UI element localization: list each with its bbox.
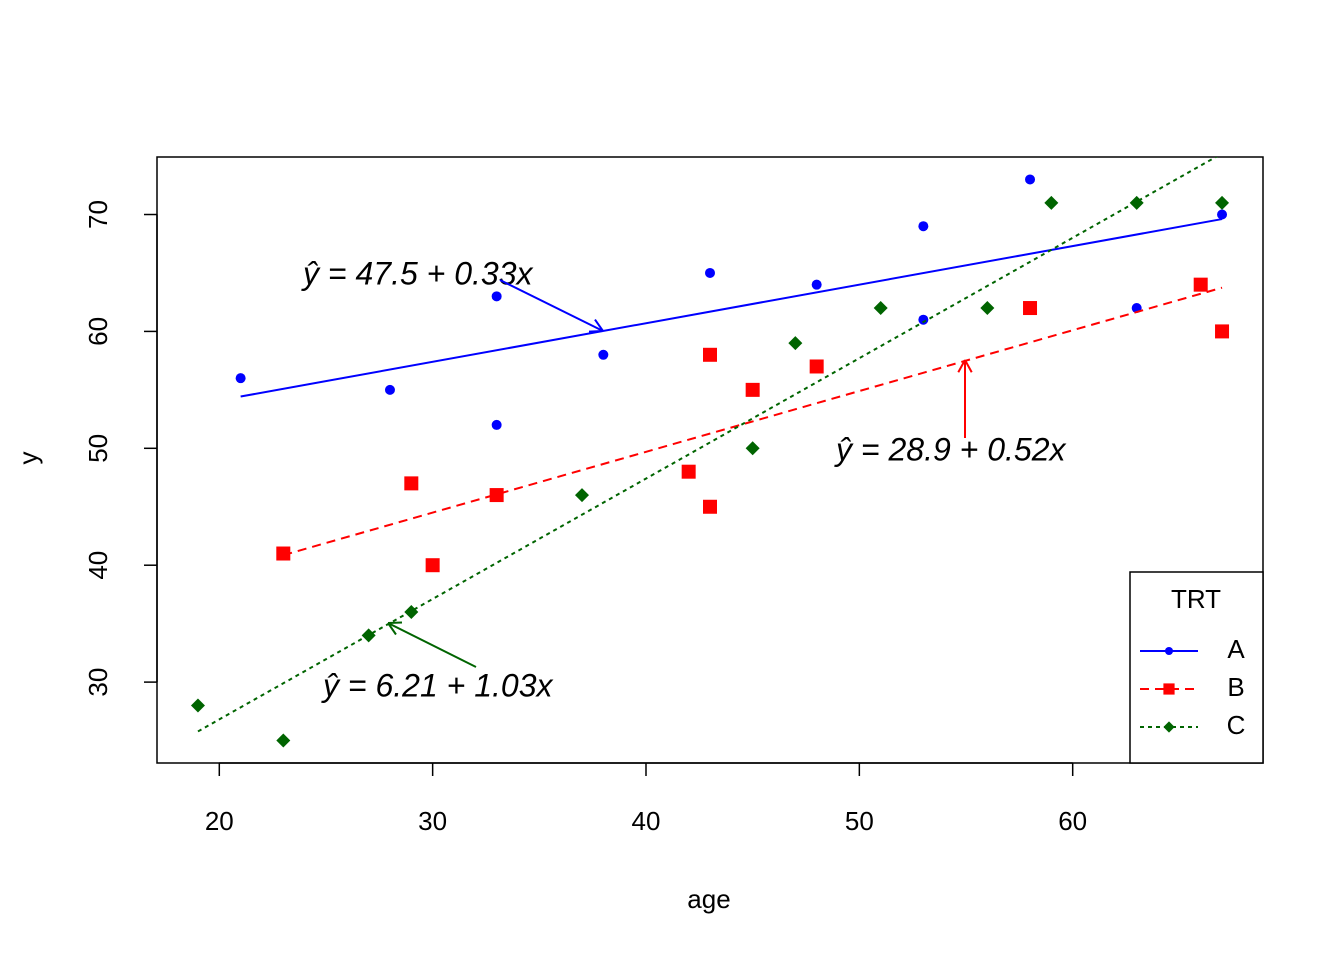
point — [681, 464, 696, 479]
point — [1217, 209, 1228, 220]
annotation-arrow — [499, 279, 604, 332]
regression-line — [197, 157, 1218, 733]
y-tick-label: 60 — [83, 317, 113, 346]
point — [703, 347, 717, 362]
x-axis-label: age — [687, 884, 730, 914]
y-tick-label: 70 — [83, 200, 113, 229]
x-tick-label: 20 — [205, 806, 234, 836]
point — [1023, 301, 1038, 316]
fit-equation: ŷ = 6.21 + 1.03x — [321, 667, 554, 703]
point — [491, 419, 502, 430]
x-tick-label: 40 — [632, 806, 661, 836]
point — [809, 359, 824, 374]
point — [745, 382, 760, 397]
point — [276, 546, 291, 561]
legend-label: B — [1227, 672, 1244, 702]
point — [1215, 195, 1230, 210]
point — [598, 349, 609, 360]
plot-area — [190, 157, 1230, 748]
point — [491, 291, 502, 302]
point — [788, 336, 803, 351]
legend-marker — [1165, 647, 1173, 655]
arrow-head — [594, 318, 604, 332]
x-tick-label: 60 — [1058, 806, 1087, 836]
legend-marker — [1163, 721, 1175, 733]
point — [980, 301, 995, 316]
point — [489, 488, 504, 503]
point — [918, 314, 929, 325]
point — [276, 733, 291, 748]
regression-line — [240, 218, 1223, 398]
point — [235, 373, 246, 384]
arrow-head — [964, 359, 973, 373]
y-tick-label: 30 — [83, 668, 113, 697]
legend-marker — [1163, 683, 1175, 695]
point — [574, 488, 589, 503]
y-tick-label: 40 — [83, 551, 113, 580]
point — [703, 499, 717, 514]
point — [384, 384, 395, 395]
arrow-head — [588, 330, 604, 333]
point — [361, 628, 376, 643]
point — [1215, 324, 1230, 339]
fit-equation: ŷ = 47.5 + 0.33x — [301, 255, 534, 291]
point — [1044, 195, 1059, 210]
arrow-head — [957, 359, 966, 373]
point — [1193, 277, 1208, 292]
arrow-head — [387, 621, 403, 624]
y-tick-label: 50 — [83, 434, 113, 463]
y-axis-label: y — [13, 452, 43, 465]
x-tick-label: 30 — [418, 806, 447, 836]
point — [745, 441, 760, 456]
point — [425, 558, 440, 573]
point — [918, 221, 929, 232]
regression-line — [283, 286, 1223, 557]
point — [404, 604, 419, 619]
legend-box — [1129, 571, 1264, 764]
point — [1129, 195, 1144, 210]
annotation-arrow — [387, 622, 477, 668]
x-tick-label: 50 — [845, 806, 874, 836]
legend-label: A — [1227, 634, 1245, 664]
arrow-head — [387, 622, 397, 636]
point — [404, 476, 419, 491]
legend-title: TRT — [1171, 584, 1221, 614]
point — [1025, 174, 1036, 185]
point — [873, 301, 888, 316]
point — [190, 698, 205, 713]
point — [811, 279, 822, 290]
point — [705, 267, 715, 278]
legend-label: C — [1227, 710, 1246, 740]
fit-equation: ŷ = 28.9 + 0.52x — [834, 431, 1067, 467]
